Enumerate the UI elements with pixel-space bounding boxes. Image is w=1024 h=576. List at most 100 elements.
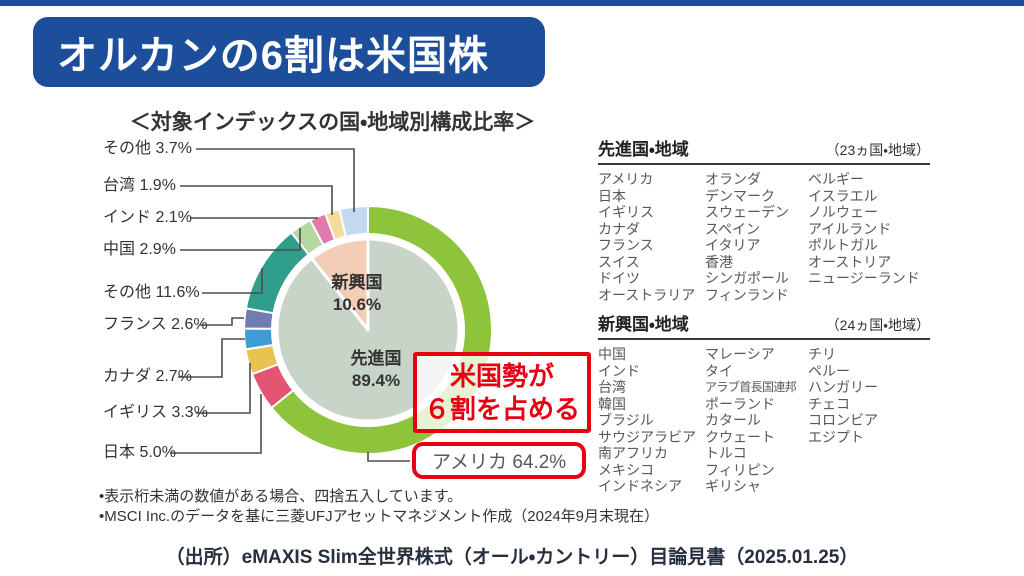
country-item: ペルー xyxy=(808,362,850,379)
country-item: 台湾 xyxy=(598,379,626,395)
country-item: ブラジル xyxy=(598,412,654,428)
country-column: ベルギー イスラエル ノルウェー アイルランド ポルトガル オーストリア ニュージーランド xyxy=(808,171,930,303)
annotation-line-2: ６割を占める xyxy=(423,393,580,424)
country-item: 日本 xyxy=(598,187,626,204)
annotation-line-1: 米国勢が xyxy=(449,360,554,391)
country-item: スウェーデン xyxy=(705,204,789,220)
callout-label: その他 3.7% xyxy=(103,140,192,157)
country-item: アイルランド xyxy=(808,220,892,237)
country-item: フランス xyxy=(598,237,654,253)
donut-segment-その他 xyxy=(338,205,369,238)
leader-line xyxy=(202,268,263,294)
country-item: ベルギー xyxy=(808,171,864,187)
footnote-2: •MSCI Inc.のデータを基に三菱UFJアセットマネジメント作成（2024年… xyxy=(99,508,660,525)
country-item: オーストラリア xyxy=(598,286,696,303)
source-line: （出所）eMAXIS Slim全世界株式（オール・カントリー）目論見書（2025… xyxy=(165,547,859,568)
country-item: ギリシャ xyxy=(705,478,761,494)
callout-label: イギリス 3.3% xyxy=(103,404,208,421)
country-column: 中国 インド 台湾 韓国 ブラジル サウジアラビア 南アフリカ メキシコ インドネシア xyxy=(598,346,705,495)
developed-panel-header: 先進国・地域 （23ヵ国・地域） xyxy=(598,135,930,165)
us-annotation-box: 米国勢が ６割を占める xyxy=(413,352,591,433)
country-item: コロンビア xyxy=(808,412,878,428)
country-item: メキシコ xyxy=(598,461,654,478)
country-item: ドイツ xyxy=(598,270,640,286)
country-item: ハンガリー xyxy=(808,379,878,395)
country-item: イスラエル xyxy=(808,187,878,204)
country-item: トルコ xyxy=(705,445,747,461)
country-item: ニュージーランド xyxy=(808,270,920,286)
developed-pct: 89.4% xyxy=(351,371,401,390)
country-item: エジプト xyxy=(808,428,864,445)
leader-line xyxy=(367,452,410,462)
country-item: シンガポール xyxy=(705,270,789,286)
top-border xyxy=(0,0,1024,6)
leader-line xyxy=(200,317,244,326)
country-item: オランダ xyxy=(705,171,761,187)
title-banner: オルカンの6割は米国株 xyxy=(33,17,545,87)
country-item: 香港 xyxy=(705,253,733,270)
developed-panel-title: 先進国・地域 xyxy=(598,140,689,159)
developed-panel-count: （23ヵ国・地域） xyxy=(825,142,930,158)
america-share-label: アメリカ 64.2% xyxy=(412,442,587,479)
country-item: カナダ xyxy=(598,220,640,237)
country-item: オーストリア xyxy=(808,253,892,270)
leader-line xyxy=(180,185,333,215)
country-item: デンマーク xyxy=(705,187,775,204)
country-item: イタリア xyxy=(705,237,761,253)
leader-line xyxy=(180,228,301,251)
country-item: カタール xyxy=(705,412,761,428)
emerging-name: 新興国 xyxy=(331,273,383,292)
country-item: フィンランド xyxy=(705,286,789,303)
country-item: アラブ首長国連邦 xyxy=(705,380,797,394)
footnotes: •表示桁未満の数値がある場合、四捨五入しています。 •MSCI Inc.のデータ… xyxy=(99,487,659,527)
country-item: ノルウェー xyxy=(808,204,878,220)
callout-label: フランス 2.6% xyxy=(103,316,208,333)
callout-label: インド 2.1% xyxy=(103,209,192,226)
country-item: クウェート xyxy=(705,428,775,445)
developed-name: 先進国 xyxy=(350,349,402,368)
country-column: チリ ペルー ハンガリー チェコ コロンビア エジプト xyxy=(808,346,930,495)
country-item: 中国 xyxy=(598,346,626,362)
emerging-country-list: 中国 インド 台湾 韓国 ブラジル サウジアラビア 南アフリカ メキシコ インドネシア マレーシア… xyxy=(598,346,930,495)
country-item: ポルトガル xyxy=(808,237,878,253)
emerging-pct: 10.6% xyxy=(332,295,382,314)
country-item: ポーランド xyxy=(705,395,775,412)
country-item: イギリス xyxy=(598,204,654,220)
country-item: チリ xyxy=(808,346,836,362)
leader-line xyxy=(178,338,245,378)
callout-label: その他 11.6% xyxy=(103,284,200,301)
developed-countries-panel: 先進国・地域 （23ヵ国・地域） アメリカ 日本 イギリス カナダ フランス スイス ドイツ… xyxy=(598,135,930,303)
country-item: タイ xyxy=(705,362,733,379)
leader-line xyxy=(170,394,262,454)
country-column: マレーシア タイ アラブ首長国連邦 ポーランド カタール クウェート トルコ フィリピン ギリシ… xyxy=(705,346,808,495)
donut-segment-アメリカ xyxy=(270,205,493,455)
country-item: マレーシア xyxy=(705,346,775,362)
developed-country-list: アメリカ 日本 イギリス カナダ フランス スイス ドイツ オーストラリア オランダ デンマークス… xyxy=(598,171,930,303)
country-item: スペイン xyxy=(705,220,761,237)
emerging-panel-header: 新興国・地域 （24ヵ国・地域） xyxy=(598,310,930,340)
emerging-share-label: 新興国 10.6% xyxy=(307,272,407,316)
chart-title: ＜対象インデックスの国・地域別構成比率＞ xyxy=(129,111,536,134)
country-item: 南アフリカ xyxy=(598,445,668,461)
country-item: サウジアラビア xyxy=(598,428,696,445)
country-item: インド xyxy=(598,362,640,379)
page-title: オルカンの6割は米国株 xyxy=(57,34,490,78)
callout-label: 日本 5.0% xyxy=(103,444,176,461)
country-item: インドネシア xyxy=(598,478,682,494)
emerging-countries-panel: 新興国・地域 （24ヵ国・地域） 中国 インド 台湾 韓国 ブラジル サウジアラビア 南アフ… xyxy=(598,310,930,495)
leader-line xyxy=(196,363,251,414)
donut-segment-カナダ xyxy=(243,327,275,351)
emerging-panel-count: （24ヵ国・地域） xyxy=(825,317,930,333)
callout-label: 中国 2.9% xyxy=(103,241,176,258)
country-item: フィリピン xyxy=(705,461,775,478)
country-column: オランダ デンマーク スウェーデン スペイン イタリア 香港 シンガポール フィンランド xyxy=(705,171,808,303)
inner-segment-新興国 xyxy=(310,237,370,332)
callout-label: カナダ 2.7% xyxy=(103,368,192,385)
emerging-panel-title: 新興国・地域 xyxy=(598,315,689,334)
footnote-1: •表示桁未満の数値がある場合、四捨五入しています。 xyxy=(99,488,463,505)
country-item: 韓国 xyxy=(598,395,626,412)
country-column: アメリカ 日本 イギリス カナダ フランス スイス ドイツ オーストラリア xyxy=(598,171,705,303)
callout-label: 台湾 1.9% xyxy=(103,177,176,194)
